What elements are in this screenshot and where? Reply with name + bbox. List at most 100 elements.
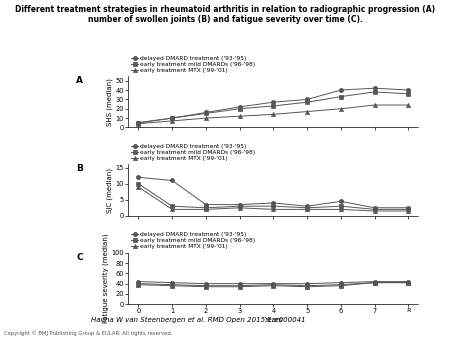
early treatment mild DMARDs ('96-'98) [405,92,411,96]
Line: early treatment MTX ('99-'01): early treatment MTX ('99-'01) [136,281,410,289]
early treatment mild DMARDs ('96-'98) [237,107,242,111]
Text: Copyright © BMJ Publishing Group & EULAR. All rights reserved.: Copyright © BMJ Publishing Group & EULAR… [4,331,173,336]
early treatment mild DMARDs ('96-'98) [169,283,175,287]
early treatment MTX ('99-'01) [304,110,310,114]
early treatment mild DMARDs ('96-'98) [338,204,343,208]
Legend: delayed DMARD treatment ('93-'95), early treatment mild DMARDs ('96-'98), early : delayed DMARD treatment ('93-'95), early… [131,144,255,161]
early treatment mild DMARDs ('96-'98) [136,121,141,125]
early treatment mild DMARDs ('96-'98) [304,206,310,210]
delayed DMARD treatment ('93-'95) [271,282,276,286]
Y-axis label: SHS (median): SHS (median) [106,78,113,126]
early treatment mild DMARDs ('96-'98) [237,204,242,208]
Line: early treatment mild DMARDs ('96-'98): early treatment mild DMARDs ('96-'98) [136,281,410,288]
Y-axis label: SJC (median): SJC (median) [107,168,113,213]
delayed DMARD treatment ('93-'95) [237,282,242,286]
delayed DMARD treatment ('93-'95) [237,105,242,109]
early treatment MTX ('99-'01) [237,114,242,118]
Legend: delayed DMARD treatment ('93-'95), early treatment mild DMARDs ('96-'98), early : delayed DMARD treatment ('93-'95), early… [131,56,255,73]
early treatment mild DMARDs ('96-'98) [372,281,377,285]
early treatment mild DMARDs ('96-'98) [372,90,377,94]
early treatment MTX ('99-'01) [372,281,377,285]
delayed DMARD treatment ('93-'95) [372,86,377,90]
early treatment MTX ('99-'01) [136,283,141,287]
X-axis label: Years: Years [264,317,283,323]
early treatment mild DMARDs ('96-'98) [338,283,343,287]
Line: early treatment MTX ('99-'01): early treatment MTX ('99-'01) [136,185,410,213]
early treatment mild DMARDs ('96-'98) [169,116,175,120]
delayed DMARD treatment ('93-'95) [405,88,411,92]
delayed DMARD treatment ('93-'95) [372,206,377,210]
early treatment mild DMARDs ('96-'98) [237,284,242,288]
Text: Open: Open [390,323,413,332]
delayed DMARD treatment ('93-'95) [271,100,276,104]
Line: delayed DMARD treatment ('93-'95): delayed DMARD treatment ('93-'95) [136,86,410,125]
early treatment mild DMARDs ('96-'98) [203,284,209,288]
delayed DMARD treatment ('93-'95) [203,202,209,207]
early treatment MTX ('99-'01) [136,185,141,189]
delayed DMARD treatment ('93-'95) [405,280,411,284]
early treatment MTX ('99-'01) [203,116,209,120]
early treatment mild DMARDs ('96-'98) [304,284,310,288]
Text: Different treatment strategies in rheumatoid arthritis in relation to radiograph: Different treatment strategies in rheuma… [15,5,435,24]
Text: RMD: RMD [389,312,414,322]
early treatment MTX ('99-'01) [136,122,141,126]
delayed DMARD treatment ('93-'95) [405,206,411,210]
Text: A: A [76,76,83,85]
delayed DMARD treatment ('93-'95) [169,281,175,285]
delayed DMARD treatment ('93-'95) [136,121,141,125]
early treatment mild DMARDs ('96-'98) [271,283,276,287]
delayed DMARD treatment ('93-'95) [372,280,377,284]
early treatment mild DMARDs ('96-'98) [136,182,141,186]
Line: delayed DMARD treatment ('93-'95): delayed DMARD treatment ('93-'95) [136,280,410,286]
early treatment mild DMARDs ('96-'98) [271,104,276,108]
Line: delayed DMARD treatment ('93-'95): delayed DMARD treatment ('93-'95) [136,175,410,210]
delayed DMARD treatment ('93-'95) [338,199,343,203]
early treatment MTX ('99-'01) [169,119,175,123]
Line: early treatment MTX ('99-'01): early treatment MTX ('99-'01) [136,103,410,126]
early treatment MTX ('99-'01) [405,103,411,107]
Text: C: C [76,253,83,262]
delayed DMARD treatment ('93-'95) [136,175,141,179]
delayed DMARD treatment ('93-'95) [169,178,175,183]
delayed DMARD treatment ('93-'95) [136,280,141,284]
early treatment MTX ('99-'01) [405,281,411,285]
Text: B: B [76,164,83,173]
early treatment mild DMARDs ('96-'98) [405,281,411,285]
early treatment mild DMARDs ('96-'98) [203,206,209,210]
delayed DMARD treatment ('93-'95) [169,116,175,120]
early treatment MTX ('99-'01) [237,206,242,210]
Text: Hanna W van Steenbergen et al. RMD Open 2015;1:e000041: Hanna W van Steenbergen et al. RMD Open … [91,317,305,323]
early treatment MTX ('99-'01) [405,209,411,213]
early treatment MTX ('99-'01) [271,208,276,212]
early treatment MTX ('99-'01) [271,284,276,288]
early treatment mild DMARDs ('96-'98) [271,204,276,208]
early treatment MTX ('99-'01) [372,103,377,107]
early treatment mild DMARDs ('96-'98) [338,95,343,99]
delayed DMARD treatment ('93-'95) [304,282,310,286]
early treatment MTX ('99-'01) [271,112,276,116]
early treatment mild DMARDs ('96-'98) [169,204,175,208]
early treatment mild DMARDs ('96-'98) [304,100,310,104]
delayed DMARD treatment ('93-'95) [304,204,310,208]
early treatment MTX ('99-'01) [169,208,175,212]
Line: early treatment mild DMARDs ('96-'98): early treatment mild DMARDs ('96-'98) [136,182,410,212]
Legend: delayed DMARD treatment ('93-'95), early treatment mild DMARDs ('96-'98), early : delayed DMARD treatment ('93-'95), early… [131,233,255,249]
delayed DMARD treatment ('93-'95) [304,97,310,101]
early treatment MTX ('99-'01) [169,284,175,288]
Y-axis label: Fatigue severity (median): Fatigue severity (median) [102,234,109,323]
early treatment MTX ('99-'01) [372,209,377,213]
delayed DMARD treatment ('93-'95) [338,281,343,285]
early treatment mild DMARDs ('96-'98) [372,208,377,212]
early treatment MTX ('99-'01) [304,285,310,289]
early treatment MTX ('99-'01) [237,285,242,289]
Line: early treatment mild DMARDs ('96-'98): early treatment mild DMARDs ('96-'98) [136,90,410,125]
early treatment mild DMARDs ('96-'98) [405,208,411,212]
early treatment MTX ('99-'01) [203,285,209,289]
delayed DMARD treatment ('93-'95) [203,111,209,115]
early treatment MTX ('99-'01) [338,208,343,212]
early treatment mild DMARDs ('96-'98) [203,112,209,116]
early treatment MTX ('99-'01) [338,284,343,288]
delayed DMARD treatment ('93-'95) [237,202,242,207]
early treatment MTX ('99-'01) [203,208,209,212]
delayed DMARD treatment ('93-'95) [271,201,276,205]
